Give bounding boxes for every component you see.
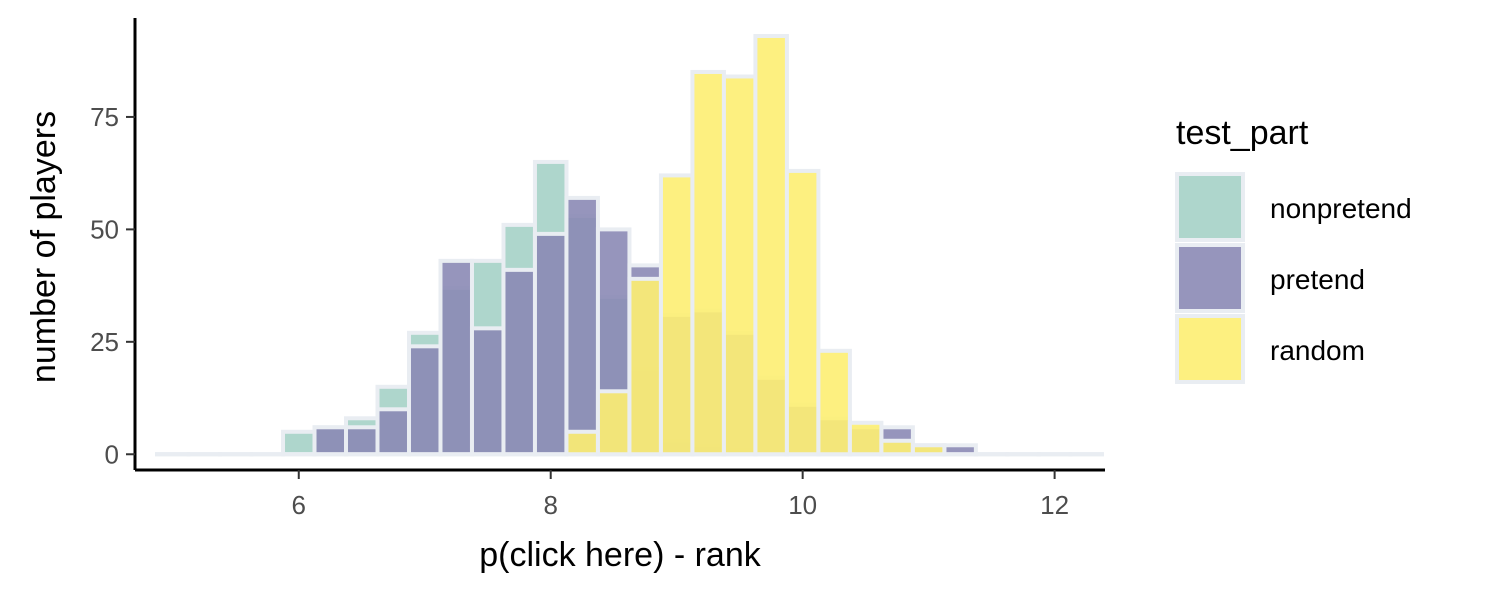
bar-pretend [438,258,474,457]
x-tick-label: 6 [292,490,306,520]
bar-pretend [312,425,349,457]
bar-random [690,69,726,457]
y-axis-title: number of players [25,111,63,383]
legend-item-pretend: pretend [1175,243,1365,313]
y-tick-label: 0 [105,439,119,469]
bar-pretend [469,326,506,457]
x-tick-label: 12 [1040,490,1069,520]
x-axis: 6 8 10 12 [135,468,1105,520]
bar-random [847,420,884,457]
y-axis: 0 25 50 75 [90,18,137,470]
bar-random [627,276,663,457]
y-tick-label: 25 [90,327,119,357]
bar-pretend [532,231,569,457]
bar-random [658,173,695,457]
bar-random [784,168,821,457]
bar-pretend [564,195,600,457]
bar-random [721,74,758,457]
bar-random [753,33,789,457]
bar-random [879,438,915,457]
legend-swatch [1175,243,1245,313]
bar-random [595,389,632,457]
y-tick-label: 50 [90,214,119,244]
bar-pretend [501,267,537,457]
histogram-bars [155,33,1104,457]
legend-swatch [1175,172,1245,242]
legend-title: test_part [1176,114,1309,152]
bar-random [816,348,852,457]
bar-random [910,443,947,457]
bar-pretend [375,407,411,457]
legend-item-random: random [1175,314,1365,384]
x-tick-label: 10 [788,490,817,520]
bar-nonpretend [281,429,317,457]
legend-item-nonpretend: nonpretend [1175,172,1412,242]
series-random [155,33,1104,457]
legend-label: pretend [1270,264,1365,295]
x-tick-label: 8 [543,490,557,520]
y-tick-label: 75 [90,102,119,132]
legend-label: nonpretend [1270,193,1412,224]
legend: test_part nonpretend pretend random [1175,114,1412,384]
legend-swatch [1175,314,1245,384]
bar-random [564,429,600,457]
bar-pretend [406,344,443,457]
bar-pretend [344,425,380,457]
x-axis-title: p(click here) - rank [479,536,762,574]
legend-label: random [1270,335,1365,366]
